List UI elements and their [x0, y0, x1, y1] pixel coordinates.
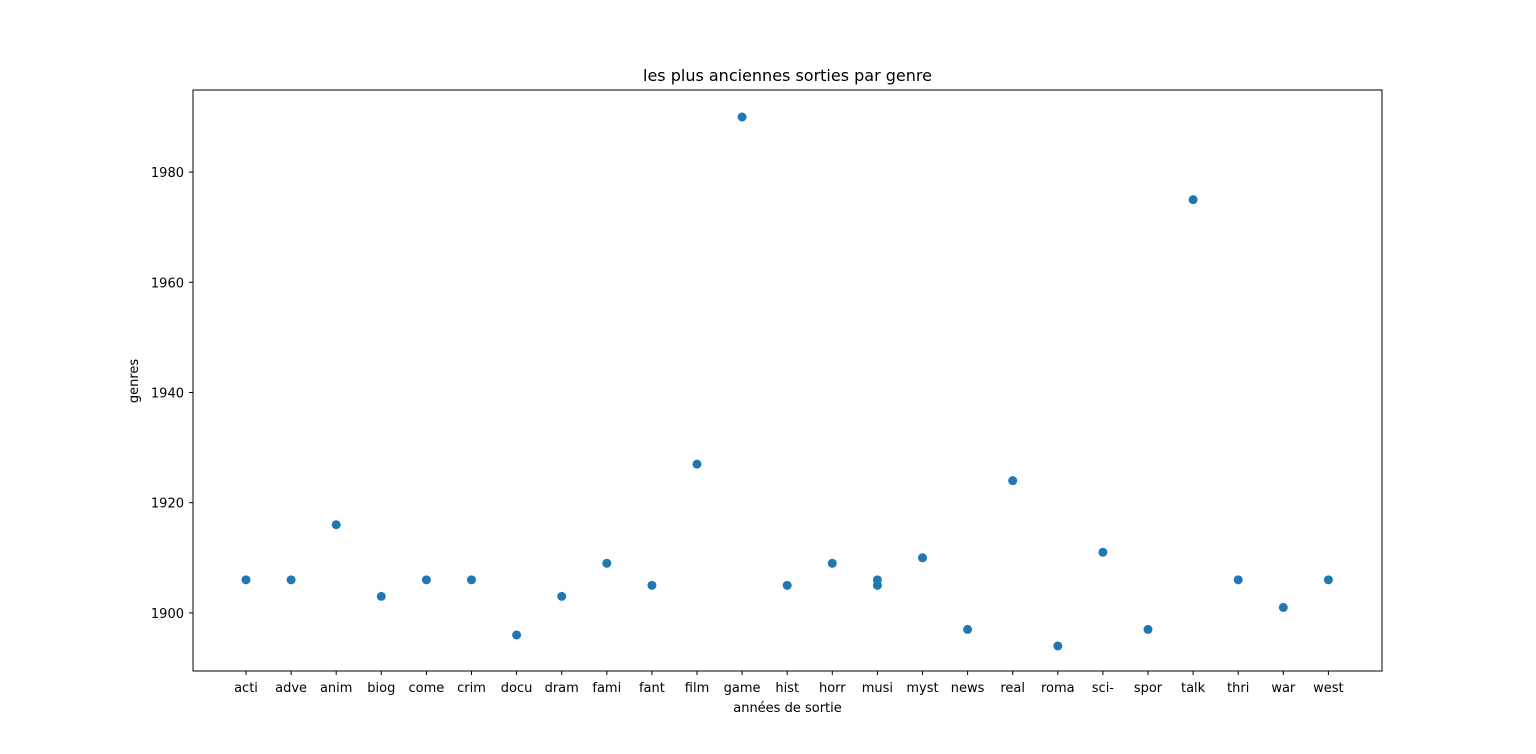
data-points [241, 112, 1333, 651]
x-tick-label: docu [501, 681, 533, 696]
data-point [963, 624, 973, 634]
x-tick-label: come [409, 681, 445, 696]
x-tick-label: crim [457, 681, 486, 696]
y-axis-ticks: 1900 1920 1940 1960 1980 [151, 166, 193, 622]
data-point [512, 630, 522, 640]
data-point [1233, 575, 1243, 585]
data-point [602, 558, 612, 568]
y-tick-label: 1940 [151, 387, 184, 402]
data-point [1188, 195, 1198, 205]
y-tick-label: 1920 [151, 497, 184, 512]
data-point [286, 575, 296, 585]
data-point [421, 575, 431, 585]
data-point [782, 580, 792, 590]
data-point [692, 459, 702, 469]
data-point [376, 591, 386, 601]
y-tick-label: 1960 [151, 276, 184, 291]
data-point [827, 558, 837, 568]
x-tick-label: thri [1227, 681, 1249, 696]
x-tick-label: real [1000, 681, 1025, 696]
data-point [1098, 547, 1108, 557]
x-tick-label: dram [545, 681, 579, 696]
x-tick-label: horr [819, 681, 846, 696]
data-point [737, 112, 747, 122]
x-tick-label: war [1271, 681, 1296, 696]
data-point [557, 591, 567, 601]
x-tick-label: talk [1181, 681, 1206, 696]
x-tick-label: adve [275, 681, 307, 696]
data-point [1278, 602, 1288, 612]
x-axis-ticks: acti adve anim biog come crim docu dram fami fant… [234, 671, 1344, 696]
data-point [467, 575, 476, 585]
x-tick-label: film [685, 681, 709, 696]
x-tick-label: sci- [1092, 681, 1115, 696]
data-point [1053, 641, 1063, 651]
x-tick-label: news [951, 681, 985, 696]
x-tick-label: hist [775, 681, 799, 696]
x-tick-label: roma [1041, 681, 1075, 696]
data-point [241, 575, 251, 585]
data-point [1008, 476, 1018, 486]
x-tick-label: fami [592, 681, 621, 696]
data-point [331, 520, 341, 530]
y-axis-label: genres [127, 359, 142, 404]
data-point [1323, 575, 1333, 585]
data-point [1143, 624, 1153, 634]
x-axis-label: années de sortie [733, 701, 842, 716]
x-tick-label: west [1313, 681, 1344, 696]
x-tick-label: acti [234, 681, 258, 696]
x-tick-label: anim [320, 681, 352, 696]
x-tick-label: musi [862, 681, 893, 696]
data-point [918, 553, 927, 563]
data-point [647, 580, 657, 590]
y-tick-label: 1980 [151, 166, 184, 181]
x-tick-label: fant [639, 681, 665, 696]
chart-title: les plus anciennes sorties par genre [643, 66, 932, 85]
y-tick-label: 1900 [151, 607, 184, 622]
data-point [872, 580, 882, 590]
x-tick-label: spor [1134, 681, 1163, 696]
x-tick-label: game [724, 681, 761, 696]
x-tick-label: myst [906, 681, 938, 696]
x-tick-label: biog [367, 681, 395, 696]
